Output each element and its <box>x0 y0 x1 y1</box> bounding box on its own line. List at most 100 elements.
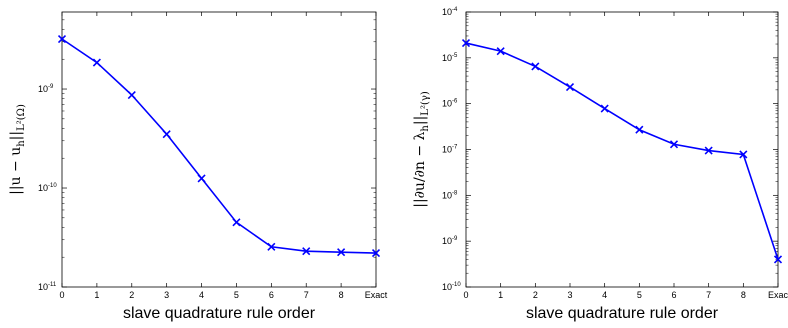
data-point-marker <box>302 247 311 256</box>
y-tick-label: 10 <box>38 183 48 193</box>
y-tick-exponent: -9 <box>452 236 458 242</box>
y-tick-base: 10 <box>442 282 452 292</box>
data-point-marker <box>127 90 136 100</box>
x-tick-label: 8 <box>339 290 344 300</box>
x-tick-label: Exac <box>768 290 788 300</box>
y-tick-label: 10 <box>442 236 452 246</box>
y-label-norm: L²(Ω) <box>16 104 27 131</box>
y-tick-label: 10 <box>38 282 48 292</box>
x-tick-label: 5 <box>637 290 642 300</box>
data-point-marker <box>565 83 575 92</box>
marker-stroke <box>739 150 748 159</box>
x-tick-label: 2 <box>533 290 538 300</box>
y-tick-exponent: -5 <box>452 53 458 59</box>
marker-stroke <box>337 248 346 257</box>
y-tick-base: 10 <box>38 84 48 94</box>
x-tick-label: 4 <box>199 290 204 300</box>
data-point-marker <box>669 140 679 149</box>
y-tick-exponent: -7 <box>452 145 458 151</box>
marker-stroke <box>302 247 311 256</box>
y-tick-exponent: -10 <box>48 183 57 189</box>
x-tick-label: 3 <box>567 290 572 300</box>
y-tick-label: 10 <box>442 282 452 292</box>
marker-stroke <box>496 47 505 56</box>
data-point-marker <box>92 58 101 67</box>
marker-stroke <box>669 140 679 149</box>
y-tick-label: 10 <box>442 145 452 155</box>
x-tick-label: Exact <box>365 290 388 300</box>
y-tick-exponent: -6 <box>452 99 458 105</box>
data-point-marker <box>232 218 241 227</box>
y-tick-label: 10 <box>442 190 452 200</box>
marker-stroke <box>600 104 609 113</box>
x-tick-label: 6 <box>671 290 676 300</box>
data-point-marker <box>773 255 783 264</box>
x-axis-label: slave quadrature rule order <box>123 305 316 322</box>
marker-stroke <box>565 83 575 92</box>
y-tick-label: 10 <box>442 53 452 63</box>
y-label-tail: || <box>8 131 24 140</box>
y-tick-exponent: -11 <box>48 282 57 288</box>
data-point-marker <box>531 62 540 71</box>
y-label-norm: L²(γ) <box>420 91 431 116</box>
data-point-marker <box>461 38 471 48</box>
y-tick-label: 10 <box>38 84 48 94</box>
x-tick-label: 1 <box>94 290 99 300</box>
y-tick-exponent: -8 <box>452 190 458 196</box>
marker-stroke <box>635 125 644 134</box>
y-axis-label: ||u − uh||L²(Ω) <box>8 104 27 195</box>
data-point-marker <box>267 242 276 251</box>
x-tick-label: 0 <box>59 290 64 300</box>
y-tick-base: 10 <box>442 99 452 109</box>
marker-stroke <box>773 255 783 264</box>
x-tick-label: 6 <box>269 290 274 300</box>
y-tick-label: 10 <box>442 99 452 109</box>
y-tick-label: 10 <box>442 7 452 17</box>
marker-stroke <box>92 58 101 67</box>
plot-frame <box>465 11 779 288</box>
y-tick-base: 10 <box>442 7 452 17</box>
marker-stroke <box>57 34 67 44</box>
x-tick-label: 2 <box>129 290 134 300</box>
y-tick-base: 10 <box>38 183 48 193</box>
x-tick-label: 5 <box>234 290 239 300</box>
y-label-main: ||u − u <box>8 147 24 195</box>
data-point-marker <box>371 249 381 258</box>
x-axis-label: slave quadrature rule order <box>526 305 719 322</box>
x-tick-label: 7 <box>706 290 711 300</box>
marker-stroke <box>197 174 206 183</box>
data-point-marker <box>162 130 171 139</box>
marker-stroke <box>531 62 540 71</box>
series-line <box>465 42 779 260</box>
data-point-marker <box>739 150 748 159</box>
y-tick-base: 10 <box>442 236 452 246</box>
y-tick-exponent: -9 <box>48 84 54 90</box>
y-label-main: ||∂u/∂n − λ <box>412 131 428 207</box>
marker-stroke <box>127 90 136 100</box>
plot-frame <box>61 11 377 288</box>
marker-stroke <box>267 242 276 251</box>
y-tick-exponent: -4 <box>452 7 458 13</box>
y-label-sub: h <box>420 125 431 132</box>
y-axis-label: ||∂u/∂n − λh||L²(γ) <box>412 91 431 208</box>
chart-2: 0 1 2 3 4 5 6 7 8 Exac10-1010-910-810-710-610-510… <box>412 7 788 322</box>
y-label-tail: || <box>412 116 428 125</box>
marker-stroke <box>461 38 471 48</box>
data-point-marker <box>600 104 609 113</box>
x-tick-label: 4 <box>602 290 607 300</box>
data-point-marker <box>57 34 67 44</box>
y-label-sub: h <box>16 140 27 147</box>
data-point-marker <box>337 248 346 257</box>
x-tick-label: 0 <box>463 290 468 300</box>
x-tick-label: 7 <box>304 290 309 300</box>
x-tick-label: 1 <box>498 290 503 300</box>
series-line <box>61 38 377 254</box>
y-tick-base: 10 <box>442 145 452 155</box>
marker-stroke <box>232 218 241 227</box>
data-point-marker <box>197 174 206 183</box>
marker-stroke <box>162 130 171 139</box>
y-tick-base: 10 <box>38 282 48 292</box>
data-point-marker <box>635 125 644 134</box>
